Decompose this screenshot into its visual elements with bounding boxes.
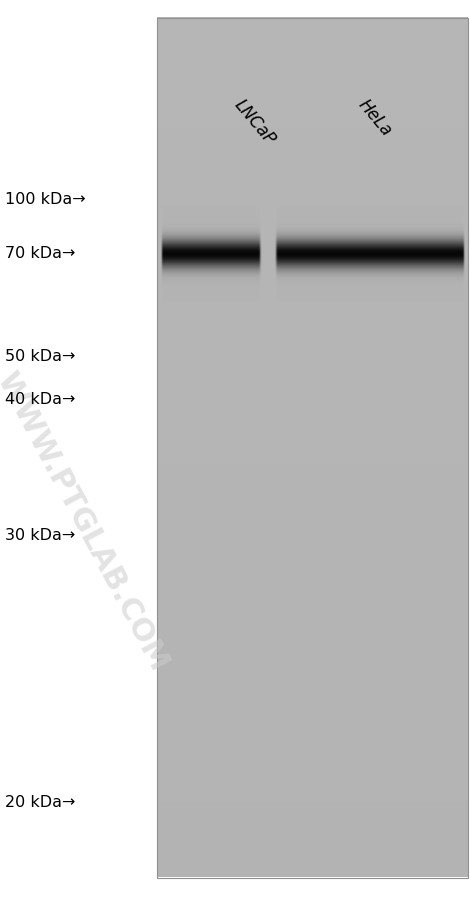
Text: 100 kDa→: 100 kDa→ (5, 193, 86, 207)
Text: HeLa: HeLa (355, 96, 396, 140)
Text: 50 kDa→: 50 kDa→ (5, 349, 75, 364)
Bar (157, 18, 468, 878)
Text: WWW.PTGLAB.COM: WWW.PTGLAB.COM (0, 367, 173, 677)
Text: 40 kDa→: 40 kDa→ (5, 392, 75, 407)
Text: 70 kDa→: 70 kDa→ (5, 247, 75, 261)
Text: 30 kDa→: 30 kDa→ (5, 528, 75, 543)
Text: LNCaP: LNCaP (230, 96, 279, 149)
Text: 20 kDa→: 20 kDa→ (5, 796, 75, 810)
